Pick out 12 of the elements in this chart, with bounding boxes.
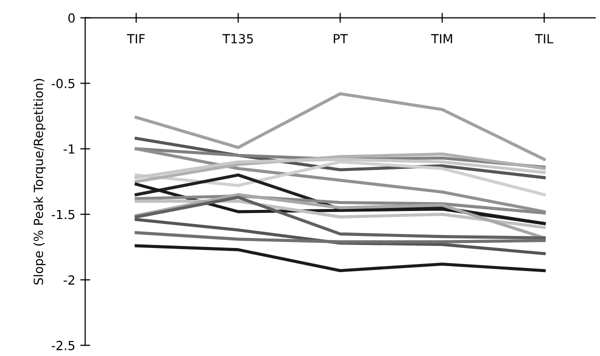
x-tick-label: TIM bbox=[431, 34, 452, 44]
y-tick-label: -0.5 bbox=[52, 78, 74, 88]
y-tick-label: -2 bbox=[64, 275, 74, 285]
y-tick-label: 0 bbox=[68, 13, 75, 23]
y-tick-label: -1 bbox=[64, 144, 74, 154]
y-tick-label: -2.5 bbox=[52, 340, 74, 350]
x-tick-label: TIL bbox=[535, 34, 554, 44]
y-axis-title: Slope (% Peak Torque/Repetition) bbox=[33, 78, 46, 284]
x-tick-label: PT bbox=[334, 34, 348, 44]
x-tick-label: T135 bbox=[222, 34, 253, 44]
x-tick-label: TIF bbox=[126, 34, 145, 44]
y-tick-label: -1.5 bbox=[52, 210, 74, 220]
